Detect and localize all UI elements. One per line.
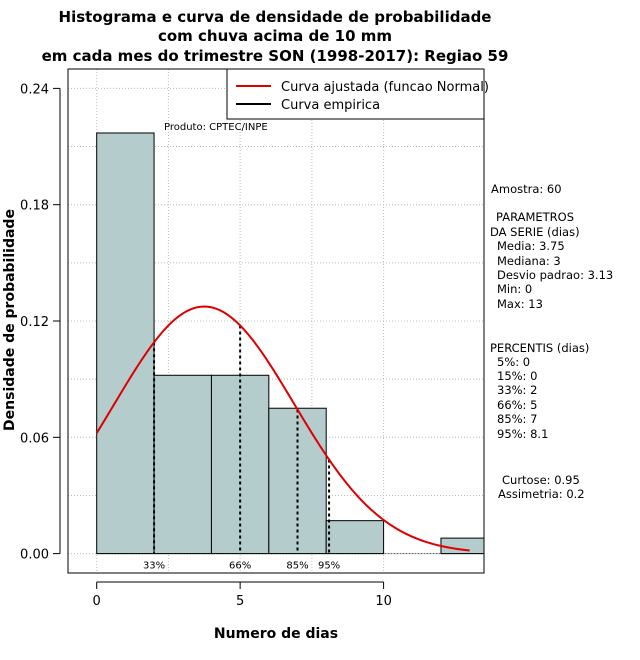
- x-axis-title: Numero de dias: [214, 626, 338, 642]
- y-tick-label: 0.12: [20, 315, 49, 330]
- product-annotation: Produto: CPTEC/INPE: [164, 122, 268, 133]
- stats-panel: Amostra: 60 PARAMETROS DA SERIE (dias) M…: [490, 182, 613, 501]
- chart-title-line-2: com chuva acima de 10 mm: [158, 27, 392, 45]
- y-axis-title: Densidade de probabilidade: [2, 209, 18, 431]
- stat-amostra: Amostra: 60: [491, 182, 562, 196]
- stat-p15: 15%: 0: [497, 369, 537, 383]
- percentile-label: 33%: [143, 561, 165, 572]
- histogram-bars: [96, 132, 485, 555]
- stat-mediana: Mediana: 3: [497, 254, 561, 268]
- chart-title-line-3: em cada mes do trimestre SON (1998-2017)…: [42, 47, 509, 65]
- percentile-lines: 33% 66% 85% 95%: [143, 325, 340, 572]
- x-tick-label: 0: [93, 594, 101, 609]
- legend-label-normal: Curva ajustada (funcao Normal): [281, 80, 489, 95]
- stat-param-header-2: DA SERIE (dias): [490, 225, 580, 239]
- stat-min: Min: 0: [497, 282, 532, 296]
- y-tick-label: 0.06: [20, 431, 49, 446]
- stat-p95: 95%: 8.1: [497, 427, 548, 441]
- histogram-bar: [440, 537, 485, 555]
- histogram-bar: [325, 520, 385, 555]
- y-tick-label: 0.24: [20, 82, 49, 97]
- legend: Curva ajustada (funcao Normal) Curva emp…: [226, 68, 489, 120]
- stat-percentis-header: PERCENTIS (dias): [490, 341, 589, 355]
- percentile-label: 66%: [229, 561, 251, 572]
- legend-box: [226, 68, 485, 120]
- percentile-label: 95%: [318, 561, 340, 572]
- stat-desvio: Desvio padrao: 3.13: [497, 268, 613, 282]
- histogram-bar: [153, 374, 212, 555]
- chart-title-line-1: Histograma e curva de densidade de proba…: [59, 8, 492, 26]
- stat-p33: 33%: 2: [497, 383, 537, 397]
- stat-curtose: Curtose: 0.95: [502, 473, 580, 487]
- y-tick-label: 0.00: [20, 548, 49, 563]
- stat-max: Max: 13: [497, 297, 543, 311]
- stat-media: Media: 3.75: [497, 239, 565, 253]
- stat-p66: 66%: 5: [497, 398, 537, 412]
- legend-label-empirical: Curva empirica: [281, 98, 380, 113]
- y-tick-label: 0.18: [20, 199, 49, 214]
- stat-p5: 5%: 0: [497, 355, 530, 369]
- x-tick-label: 5: [236, 594, 244, 609]
- histogram-bar: [268, 407, 327, 555]
- normal-curve: [95, 305, 470, 552]
- stat-param-header-1: PARAMETROS: [496, 210, 574, 224]
- stat-assimetria: Assimetria: 0.2: [498, 487, 585, 501]
- x-tick-label: 10: [375, 594, 392, 609]
- axes: 0 5 10 0.00 0.06 0.12 0.18 0.24: [20, 82, 392, 609]
- histogram-bar: [96, 132, 155, 555]
- percentile-label: 85%: [286, 561, 308, 572]
- normal-curve-layer: [95, 305, 470, 552]
- stat-p85: 85%: 7: [497, 412, 537, 426]
